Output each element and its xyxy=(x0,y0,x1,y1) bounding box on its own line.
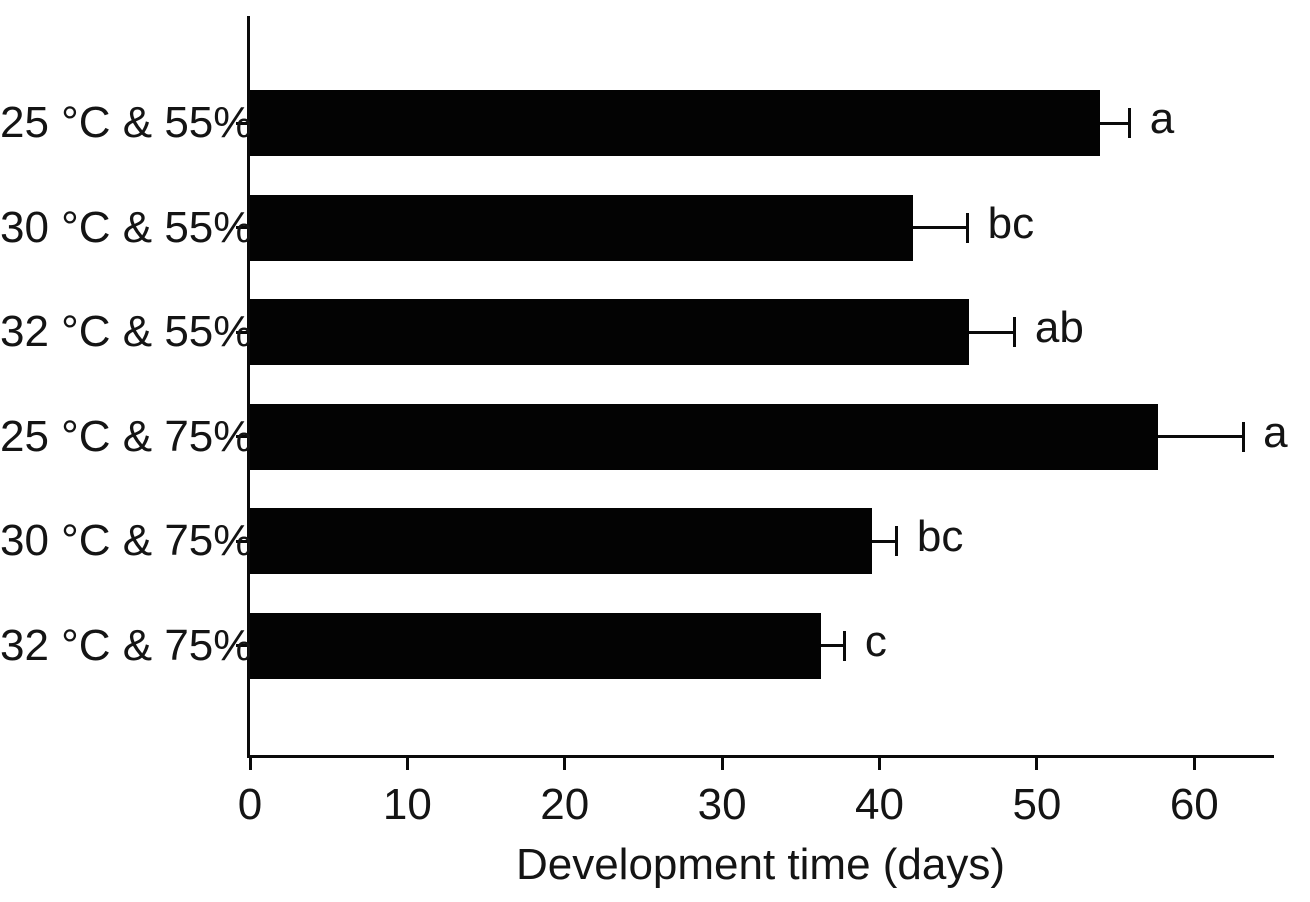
error-bar-cap xyxy=(843,630,847,661)
x-axis-tick xyxy=(720,758,724,770)
x-axis-tick xyxy=(248,758,252,770)
bar xyxy=(250,194,913,261)
x-axis-tick-label: 60 xyxy=(1169,780,1219,829)
significance-letter: a xyxy=(1149,94,1175,143)
category-label: 25 °C & 75% xyxy=(0,411,253,461)
x-axis-tick-label: 0 xyxy=(237,780,263,829)
bar xyxy=(250,612,822,679)
x-axis-tick xyxy=(1035,758,1039,770)
x-axis-tick-label: 10 xyxy=(382,780,432,829)
significance-letter: bc xyxy=(916,512,964,561)
category-label: 25 °C & 55% xyxy=(0,98,253,147)
bar xyxy=(250,508,872,574)
error-bar-line xyxy=(871,539,897,543)
x-axis-tick xyxy=(563,758,567,770)
error-bar-cap xyxy=(895,526,899,556)
bar xyxy=(250,299,970,365)
x-axis-tick-label: 20 xyxy=(540,780,590,829)
error-bar-cap xyxy=(1128,108,1132,138)
error-bar-line xyxy=(1158,435,1244,438)
significance-letter: bc xyxy=(987,198,1035,248)
error-bar-cap xyxy=(966,212,970,243)
error-bar-line xyxy=(969,330,1015,334)
error-bar-line xyxy=(821,644,845,647)
x-axis-tick-label: 50 xyxy=(1012,780,1062,829)
x-axis-title: Development time (days) xyxy=(515,840,1006,889)
bar xyxy=(250,403,1159,470)
error-bar-cap xyxy=(1013,317,1017,347)
category-label: 32 °C & 55% xyxy=(0,307,253,356)
x-axis-tick-label: 40 xyxy=(855,780,904,829)
significance-letter: c xyxy=(864,616,887,666)
significance-letter: a xyxy=(1263,407,1288,457)
x-axis-tick xyxy=(405,758,409,770)
error-bar-cap xyxy=(1241,421,1245,452)
y-axis-tick xyxy=(236,226,247,229)
y-axis-tick xyxy=(236,644,247,647)
y-axis-tick xyxy=(236,330,247,334)
category-label: 30 °C & 75% xyxy=(0,516,253,565)
plot-area xyxy=(247,16,1274,758)
category-label: 30 °C & 55% xyxy=(0,202,253,252)
y-axis-tick xyxy=(236,435,247,438)
x-axis-tick-label: 30 xyxy=(697,780,747,829)
error-bar-line xyxy=(1099,121,1130,125)
x-axis-tick xyxy=(1192,758,1196,770)
bar xyxy=(250,90,1100,156)
y-axis-tick xyxy=(236,121,247,125)
error-bar-line xyxy=(912,226,968,229)
significance-letter: ab xyxy=(1034,303,1084,352)
y-axis-tick xyxy=(236,539,247,543)
x-axis-tick xyxy=(878,758,882,770)
category-label: 32 °C & 75% xyxy=(0,620,253,670)
